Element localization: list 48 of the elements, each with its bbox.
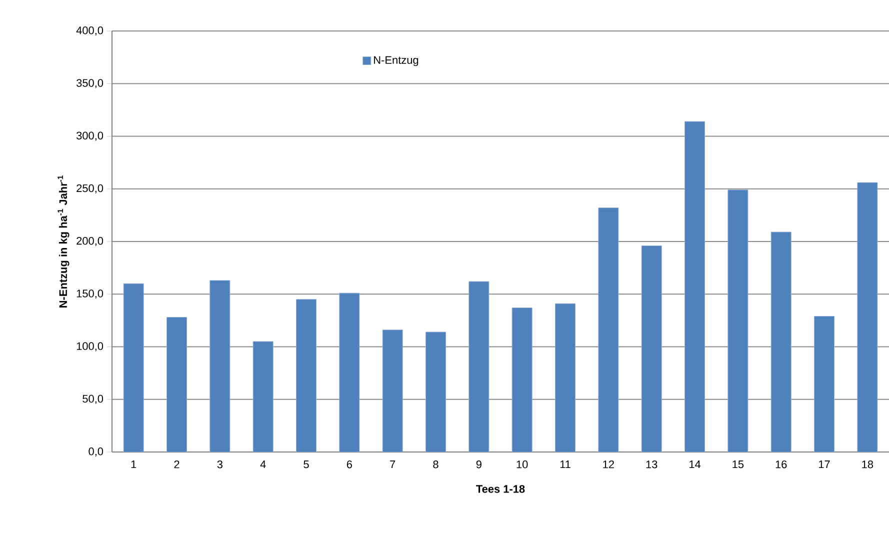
- bar: [728, 190, 748, 452]
- bar: [684, 121, 706, 452]
- bar: [426, 332, 446, 452]
- x-tick-label: 18: [862, 460, 874, 468]
- x-tick-label: 4: [260, 460, 266, 468]
- bar: [339, 292, 360, 452]
- x-tick-label: 17: [818, 460, 830, 468]
- y-tick-label: 250,0: [76, 184, 104, 194]
- x-tick-label: 9: [476, 460, 482, 468]
- x-tick-label: 12: [603, 460, 614, 468]
- x-tick-label: 15: [732, 460, 744, 468]
- bar: [166, 317, 187, 452]
- y-axis-title: N-Entzug in kg ha$^{-1}$ Jahr$^{-1}$: [58, 176, 70, 308]
- x-tick-label: 3: [217, 460, 222, 468]
- y-tick-label: 350,0: [76, 79, 104, 88]
- bar: [296, 299, 317, 452]
- y-tick-label: 0,0: [88, 447, 104, 457]
- bar: [468, 281, 490, 452]
- bar: [857, 182, 878, 452]
- bar: [123, 283, 144, 452]
- bar: [641, 245, 662, 452]
- y-tick-label: 150,0: [76, 290, 104, 299]
- x-tick-label: 14: [689, 460, 701, 468]
- y-tick-label: 50,0: [82, 394, 104, 404]
- x-tick-label: 11: [560, 460, 570, 468]
- bar: [512, 308, 532, 452]
- bar: [210, 280, 230, 452]
- x-tick-label: 1: [131, 460, 136, 468]
- x-axis-title: Tees 1-18: [476, 485, 525, 493]
- x-tick-label: 6: [346, 460, 352, 468]
- bar: [252, 341, 274, 452]
- bar: [770, 232, 792, 452]
- x-tick-label: 7: [390, 460, 396, 468]
- x-tick-label: 16: [776, 460, 787, 468]
- x-tick-label: 8: [433, 460, 438, 468]
- x-tick-label: 10: [516, 460, 528, 468]
- bar: [598, 208, 619, 452]
- bar: [382, 330, 403, 452]
- y-tick-label: 100,0: [76, 342, 104, 352]
- x-tick-label: 2: [174, 460, 180, 468]
- legend-label: N-Entzug: [374, 56, 418, 66]
- x-tick-label: 13: [646, 460, 658, 468]
- y-tick-label: 300,0: [76, 132, 104, 141]
- y-tick-label: 200,0: [76, 236, 104, 246]
- bar: [814, 316, 835, 452]
- y-tick-label: 400,0: [76, 26, 104, 36]
- bar: [555, 303, 576, 452]
- x-tick-label: 5: [304, 460, 309, 468]
